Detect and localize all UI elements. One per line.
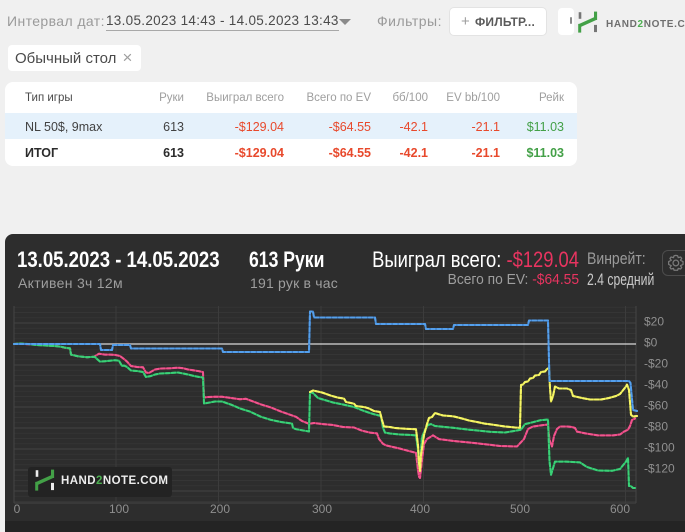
svg-text:-$20: -$20 — [644, 357, 668, 371]
svg-text:0: 0 — [14, 502, 21, 516]
svg-text:-$60: -$60 — [644, 399, 668, 413]
svg-text:500: 500 — [510, 502, 530, 516]
svg-text:100: 100 — [109, 502, 129, 516]
svg-text:300: 300 — [312, 502, 332, 516]
svg-text:-$80: -$80 — [644, 420, 668, 434]
svg-text:200: 200 — [210, 502, 230, 516]
svg-text:-$120: -$120 — [644, 462, 675, 476]
svg-text:-$100: -$100 — [644, 441, 675, 455]
svg-text:-$40: -$40 — [644, 378, 668, 392]
svg-text:600: 600 — [610, 502, 630, 516]
svg-text:400: 400 — [410, 502, 430, 516]
svg-text:$0: $0 — [644, 336, 658, 350]
svg-text:$20: $20 — [644, 315, 664, 329]
